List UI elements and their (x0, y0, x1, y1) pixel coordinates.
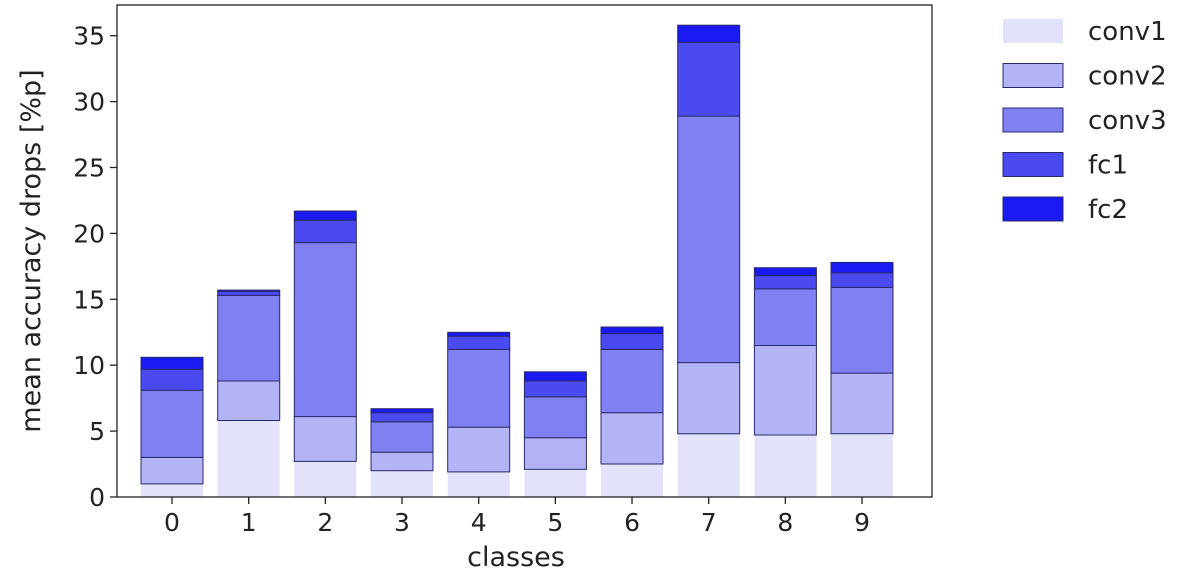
bar-conv2-class-3 (370, 451, 434, 472)
bar-conv3-class-1 (217, 294, 281, 382)
bar-conv2-class-7 (677, 362, 741, 435)
bar-conv1-class-8 (754, 435, 817, 497)
bar-conv1-class-2 (294, 461, 357, 497)
legend-label-conv2: conv2 (1088, 62, 1167, 92)
bar-conv2-class-8 (753, 344, 817, 436)
x-tick-label-7: 7 (701, 508, 717, 537)
bar-fc2-class-7 (677, 24, 741, 43)
legend-swatch-fc2 (1002, 196, 1064, 222)
y-tick-label-15: 15 (73, 285, 105, 314)
bar-conv2-class-2 (293, 416, 357, 462)
bar-conv3-class-9 (830, 286, 894, 374)
bar-fc1-class-2 (293, 219, 357, 244)
bar-conv1-class-0 (141, 483, 203, 497)
bar-fc1-class-3 (370, 412, 434, 423)
bar-fc2-class-2 (293, 210, 357, 221)
y-tick-label-5: 5 (89, 417, 105, 446)
legend-label-fc2: fc2 (1088, 195, 1128, 225)
y-tick-label-35: 35 (73, 22, 105, 51)
bar-conv3-class-2 (293, 242, 357, 418)
legend-label-fc1: fc1 (1088, 151, 1128, 181)
bar-fc2-class-5 (523, 371, 587, 382)
bars-layer (140, 24, 894, 497)
bar-conv1-class-5 (524, 469, 587, 497)
bar-conv3-class-4 (447, 348, 511, 428)
legend-label-conv1: conv1 (1088, 17, 1167, 47)
y-tick-label-0: 0 (89, 483, 105, 512)
bar-conv2-class-0 (140, 457, 204, 485)
legend-swatch-conv3 (1002, 107, 1064, 133)
legend: conv1 conv2 conv3 fc1 fc2 (1002, 17, 1167, 225)
x-tick-label-6: 6 (624, 508, 640, 537)
y-axis-label: mean accuracy drops [%p] (16, 69, 47, 432)
bar-conv3-class-7 (677, 115, 741, 364)
x-tick-label-3: 3 (394, 508, 410, 537)
bar-fc1-class-5 (523, 380, 587, 398)
legend-swatch-conv2 (1002, 63, 1064, 88)
bar-fc1-class-6 (600, 333, 664, 350)
y-tick-label-20: 20 (73, 219, 105, 248)
legend-swatch-conv1 (1003, 19, 1063, 43)
x-tick-label-0: 0 (164, 508, 180, 537)
bar-conv3-class-0 (140, 389, 204, 458)
bar-fc2-class-9 (830, 261, 894, 274)
x-tick-label-4: 4 (471, 508, 487, 537)
bar-conv3-class-5 (523, 396, 587, 439)
bar-conv1-class-1 (217, 420, 280, 497)
bar-fc2-class-4 (447, 331, 511, 337)
x-tick-label-1: 1 (241, 508, 257, 537)
bar-conv2-class-9 (830, 372, 894, 435)
bar-fc2-class-6 (600, 326, 664, 335)
bar-fc1-class-8 (753, 275, 817, 290)
y-tick-label-10: 10 (73, 351, 105, 380)
y-tick-label-25: 25 (73, 154, 105, 183)
bar-conv2-class-4 (447, 426, 511, 473)
legend-swatch-fc1 (1002, 152, 1064, 177)
x-axis: 0 1 2 3 4 5 6 7 8 9 (164, 497, 870, 537)
legend-label-conv3: conv3 (1088, 106, 1167, 136)
bar-conv2-class-5 (523, 437, 587, 470)
x-tick-label-9: 9 (854, 508, 870, 537)
y-tick-label-30: 30 (73, 88, 105, 117)
bar-conv3-class-8 (753, 288, 817, 346)
bar-fc1-class-1 (217, 290, 281, 296)
bar-fc1-class-4 (447, 335, 511, 350)
bar-fc2-class-8 (753, 267, 817, 277)
x-tick-label-2: 2 (317, 508, 333, 537)
bar-fc2-class-3 (370, 408, 434, 414)
bar-conv1-class-3 (371, 470, 433, 497)
bar-fc2-class-1 (217, 289, 281, 292)
plot-frame (116, 4, 933, 498)
bar-conv1-class-9 (831, 433, 893, 497)
bar-conv2-class-1 (217, 380, 281, 421)
y-axis: 0 5 10 15 20 25 30 35 (73, 22, 117, 512)
bar-conv1-class-4 (447, 472, 510, 497)
bar-conv3-class-6 (600, 348, 664, 414)
bar-fc1-class-7 (677, 41, 741, 117)
x-tick-label-5: 5 (547, 508, 563, 537)
x-axis-label: classes (467, 542, 565, 573)
bar-conv3-class-3 (370, 421, 434, 453)
x-tick-label-8: 8 (777, 508, 793, 537)
bar-fc1-class-0 (140, 368, 204, 391)
bar-fc1-class-9 (830, 272, 894, 288)
bar-conv1-class-6 (601, 464, 663, 497)
bar-fc2-class-0 (140, 356, 204, 370)
bar-conv2-class-6 (600, 412, 664, 465)
bar-conv1-class-7 (677, 433, 740, 497)
